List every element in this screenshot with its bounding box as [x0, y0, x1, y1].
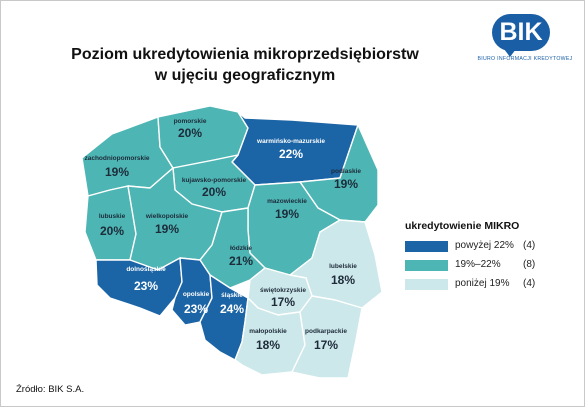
region-label-podkarpackie: podkarpackie	[305, 328, 347, 335]
region-label-dolnoslaskie: dolnośląskie	[126, 266, 166, 273]
region-label-swietokrzyskie: świętokrzyskie	[260, 287, 306, 294]
region-label-malopolskie: małopolskie	[249, 328, 287, 335]
region-value-podlaskie: 19%	[334, 177, 358, 191]
bik-logo-subtitle: BIURO INFORMACJI KREDYTOWEJ	[477, 56, 573, 62]
legend-item-high: powyżej 22% (4)	[405, 238, 580, 257]
region-label-zachodniopomorskie: zachodniopomorskie	[84, 155, 149, 162]
legend-title: ukredytowienie MIKRO	[405, 220, 520, 232]
region-value-lodzkie: 21%	[229, 254, 253, 268]
region-value-opolskie: 23%	[184, 302, 208, 316]
source-note: Źródło: BIK S.A.	[16, 384, 85, 395]
map-title: Poziom ukredytowienia mikroprzedsiębiors…	[40, 44, 450, 86]
legend-label-high: powyżej 22%	[455, 240, 514, 251]
region-label-opolskie: opolskie	[183, 291, 210, 298]
region-label-lubelskie: lubelskie	[329, 263, 357, 270]
bik-logo: BIK BIURO INFORMACJI KREDYTOWEJ	[470, 12, 575, 66]
region-value-slaskie: 24%	[220, 302, 244, 316]
region-label-kujawsko-pomorskie: kujawsko-pomorskie	[182, 177, 247, 184]
region-value-podkarpackie: 17%	[314, 338, 338, 352]
region-label-lodzkie: łódzkie	[230, 245, 252, 252]
legend-count-low: (4)	[523, 278, 536, 289]
legend-swatch-high	[405, 241, 448, 252]
legend-item-mid: 19%–22% (8)	[405, 257, 580, 276]
legend-count-mid: (8)	[523, 259, 536, 270]
region-label-wielkopolskie: wielkopolskie	[145, 213, 189, 220]
region-value-kujawsko-pomorskie: 20%	[202, 185, 226, 199]
region-value-mazowieckie: 19%	[275, 207, 299, 221]
region-value-zachodniopomorskie: 19%	[105, 165, 129, 179]
region-value-malopolskie: 18%	[256, 338, 280, 352]
legend-label-mid: 19%–22%	[455, 259, 501, 270]
legend-swatch-low	[405, 279, 448, 290]
region-label-lubuskie: lubuskie	[99, 213, 126, 220]
legend-swatch-mid	[405, 260, 448, 271]
bik-logo-bubble: BIK	[492, 14, 550, 57]
region-value-dolnoslaskie: 23%	[134, 279, 158, 293]
region-value-warminsko-mazurskie: 22%	[279, 147, 303, 161]
legend-count-high: (4)	[523, 240, 536, 251]
region-value-pomorskie: 20%	[178, 126, 202, 140]
region-value-lubuskie: 20%	[100, 224, 124, 238]
legend-label-low: poniżej 19%	[455, 278, 510, 289]
region-label-pomorskie: pomorskie	[174, 118, 207, 125]
region-label-warminsko-mazurskie: warmińsko-mazurskie	[256, 138, 325, 145]
map-title-line1: Poziom ukredytowienia mikroprzedsiębiors…	[71, 46, 419, 63]
region-lubuskie	[84, 185, 137, 261]
region-value-swietokrzyskie: 17%	[271, 295, 295, 309]
map-title-line2: w ujęciu geograficznym	[154, 67, 336, 84]
region-value-wielkopolskie: 19%	[155, 222, 179, 236]
region-malopolskie	[234, 297, 306, 376]
region-label-slaskie: śląskie	[221, 292, 243, 299]
region-label-mazowieckie: mazowieckie	[267, 198, 307, 205]
region-podkarpackie	[291, 295, 363, 379]
map-legend: ukredytowienie MIKRO powyżej 22% (4) 19%…	[405, 220, 580, 295]
region-opolskie	[171, 257, 213, 326]
region-label-podlaskie: podlaskie	[331, 168, 361, 175]
legend-item-low: poniżej 19% (4)	[405, 276, 580, 295]
region-value-lubelskie: 18%	[331, 273, 355, 287]
